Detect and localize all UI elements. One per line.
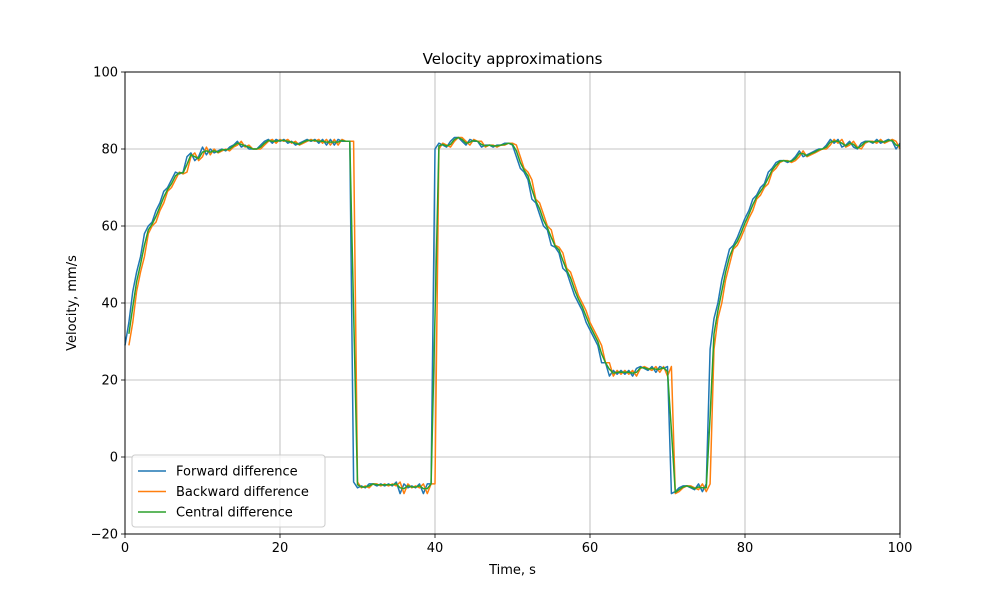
legend-frame	[131, 454, 326, 528]
chart-title: Velocity approximations	[423, 50, 603, 68]
x-tick-label: 80	[737, 541, 754, 556]
x-tick-label: 100	[888, 541, 913, 556]
legend-label-forward-difference: Forward difference	[176, 465, 298, 480]
x-tick-label: 0	[121, 541, 129, 556]
y-tick-label: 80	[101, 143, 118, 158]
y-tick-label: 100	[93, 66, 118, 81]
x-tick-label: 40	[427, 541, 444, 556]
legend-entries: Forward difference Backward difference Cen…	[138, 465, 309, 521]
x-axis-label: Time, s	[488, 563, 536, 578]
x-tick-label: 60	[582, 541, 599, 556]
legend: Forward difference Backward difference Cen…	[131, 454, 326, 528]
series-line-central-difference	[128, 136, 901, 494]
y-axis-label: Velocity, mm/s	[65, 255, 80, 351]
y-tick-label: 40	[101, 297, 118, 312]
legend-label-central-difference: Central difference	[176, 506, 293, 521]
y-tick-label: −20	[91, 528, 118, 543]
series-lines	[124, 136, 901, 495]
y-tick-label: 0	[110, 451, 118, 466]
y-tick-label: 60	[101, 220, 118, 235]
y-tick-label: 20	[101, 374, 118, 389]
x-tick-label: 20	[272, 541, 289, 556]
legend-label-backward-difference: Backward difference	[176, 485, 309, 500]
